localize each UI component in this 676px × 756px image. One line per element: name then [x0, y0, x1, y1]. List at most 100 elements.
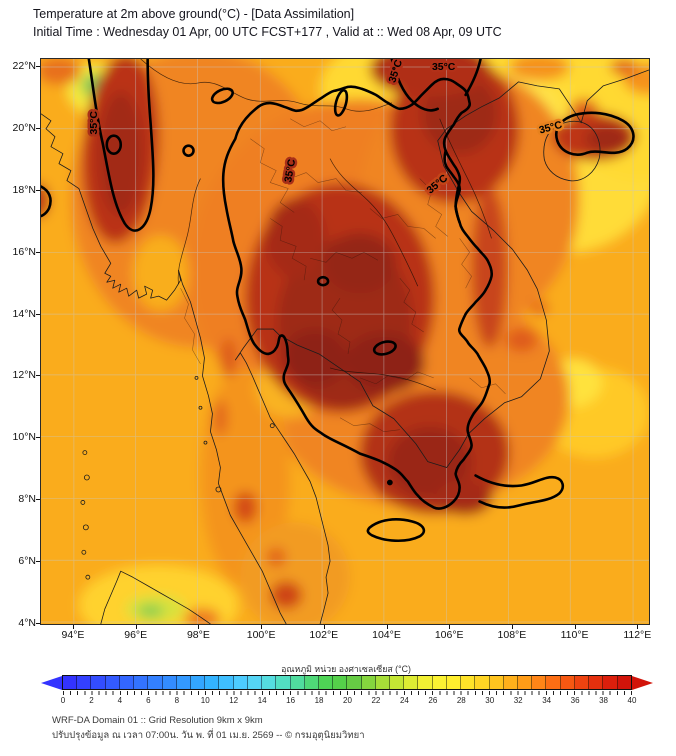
lat-tick-mark	[36, 127, 40, 129]
colorbar-tick-label: 8	[174, 696, 180, 705]
colorbar-segment	[190, 676, 206, 689]
lon-tick-label: 110°E	[560, 629, 589, 641]
colorbar-left-arrow	[41, 675, 62, 690]
colorbar-tick-label: 6	[146, 696, 151, 705]
contour-35c-2	[256, 59, 635, 542]
colorbar-tick-label: 2	[89, 696, 94, 705]
colorbar-strip	[62, 675, 632, 690]
lon-tick-mark	[323, 625, 325, 629]
colorbar-segment	[176, 676, 191, 689]
colorbar-tick-label: 32	[513, 696, 523, 705]
lon-tick-mark	[449, 625, 451, 629]
lon-tick-mark	[73, 625, 74, 629]
map-canvas: 35°C 35°C 35°C 35°C 35°C 35°C	[41, 59, 649, 624]
lon-tick-mark	[637, 625, 639, 629]
lat-tick-label: 12°N	[12, 369, 36, 382]
colorbar-segment	[432, 676, 447, 689]
lat-tick-label: 4°N	[18, 616, 36, 629]
colorbar	[41, 675, 653, 690]
colorbar-segment	[63, 676, 78, 689]
colorbar-tick-label: 24	[399, 696, 409, 705]
colorbar-segment	[205, 676, 220, 689]
page-subtitle: Initial Time : Wednesday 01 Apr, 00 UTC …	[33, 25, 502, 39]
colorbar-segment	[233, 676, 248, 689]
lat-tick-mark	[36, 499, 40, 501]
lat-tick-mark	[36, 189, 40, 191]
lat-tick-mark	[36, 375, 40, 377]
lat-tick-label: 8°N	[18, 493, 36, 506]
lat-tick-mark	[36, 622, 40, 624]
lon-tick-label: 112°E	[623, 629, 652, 641]
colorbar-segment	[333, 676, 348, 689]
lon-tick-mark	[386, 625, 388, 629]
colorbar-segment	[347, 676, 362, 689]
contour-35c	[41, 59, 494, 510]
colorbar-segment	[503, 676, 518, 689]
lon-tick-label: 100°E	[246, 629, 276, 641]
colorbar-segment	[375, 676, 391, 689]
footer-domain-info: WRF-DA Domain 01 :: Grid Resolution 9km …	[52, 715, 263, 726]
colorbar-tick-label: 12	[229, 696, 239, 705]
colorbar-tick-label: 28	[456, 696, 466, 705]
lat-tick-mark	[36, 561, 40, 563]
lon-tick-label: 96°E	[124, 629, 148, 641]
colorbar-segment	[532, 676, 547, 689]
footer-update-info: ปรับปรุงข้อมูล ณ เวลา 07:00น. วัน พ. ที่…	[52, 730, 365, 741]
colorbar-segment	[574, 676, 590, 689]
contour-label-35c: 35°C	[432, 62, 456, 73]
colorbar-segment	[262, 676, 277, 689]
colorbar-segment	[560, 676, 575, 689]
colorbar-segment	[390, 676, 405, 689]
colorbar-tick-label: 18	[314, 696, 324, 705]
lat-tick-label: 14°N	[12, 307, 36, 320]
lon-tick-mark	[574, 625, 576, 629]
colorbar-segment	[418, 676, 433, 689]
coastlines	[41, 69, 649, 624]
lat-tick-label: 22°N	[12, 60, 36, 72]
colorbar-segment	[489, 676, 504, 689]
colorbar-tick-label: 0	[60, 696, 66, 705]
lat-tick-label: 18°N	[12, 183, 36, 196]
colorbar-tick-label: 14	[257, 696, 267, 705]
colorbar-segment	[546, 676, 561, 689]
colorbar-tick-label: 22	[371, 696, 381, 705]
colorbar-tick-label: 4	[117, 696, 123, 705]
colorbar-tick-label: 26	[428, 696, 438, 705]
lon-tick-mark	[511, 625, 513, 629]
lon-tick-mark	[261, 625, 263, 629]
colorbar-ticks	[63, 691, 632, 695]
colorbar-tick-label: 16	[286, 696, 296, 705]
colorbar-segment	[91, 676, 106, 689]
colorbar-segment	[219, 676, 234, 689]
lon-tick-label: 94°E	[61, 629, 85, 641]
colorbar-segment	[361, 676, 376, 689]
colorbar-segment	[603, 676, 618, 689]
colorbar-tick-label: 34	[542, 696, 552, 705]
lon-tick-mark	[135, 625, 137, 629]
colorbar-title: อุณหภูมิ หน่วย องศาเซลเซียส (°C)	[281, 664, 411, 674]
page-title: Temperature at 2m above ground(°C) - [Da…	[33, 7, 355, 21]
colorbar-segment	[148, 676, 163, 689]
colorbar-right-arrow	[632, 675, 653, 690]
lon-tick-label: 102°E	[309, 629, 339, 641]
colorbar-segment	[247, 676, 263, 689]
colorbar-tick-label: 30	[485, 696, 495, 705]
contour-label-35c: 35°C	[89, 111, 100, 135]
lat-tick-label: 16°N	[12, 245, 36, 258]
colorbar-segment	[446, 676, 462, 689]
colorbar-segment	[404, 676, 419, 689]
colorbar-tick-label: 20	[343, 696, 352, 705]
lat-tick-mark	[36, 313, 40, 315]
colorbar-segment	[518, 676, 533, 689]
colorbar-segment	[77, 676, 92, 689]
colorbar-tick-label: 10	[200, 696, 210, 705]
colorbar-segment	[119, 676, 135, 689]
lat-tick-label: 6°N	[18, 555, 36, 568]
lat-tick-mark	[36, 66, 40, 67]
lon-tick-mark	[198, 625, 200, 629]
country-borders	[140, 59, 492, 391]
colorbar-segment	[475, 676, 490, 689]
lon-tick-label: 108°E	[497, 629, 527, 641]
colorbar-segment	[304, 676, 319, 689]
colorbar-segment	[290, 676, 305, 689]
